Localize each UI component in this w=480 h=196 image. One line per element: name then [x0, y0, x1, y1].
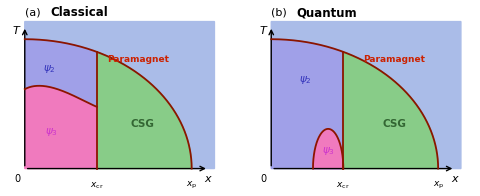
Polygon shape [343, 52, 438, 169]
Polygon shape [97, 52, 192, 169]
Text: 0: 0 [261, 174, 267, 184]
Text: $x$: $x$ [451, 174, 460, 184]
Text: $x_{\rm p}$: $x_{\rm p}$ [186, 180, 197, 191]
Polygon shape [25, 22, 215, 169]
Text: Classical: Classical [50, 6, 108, 19]
Text: $\psi_2$: $\psi_2$ [43, 63, 56, 75]
Text: $\psi_2$: $\psi_2$ [299, 74, 312, 86]
Text: CSG: CSG [131, 119, 154, 130]
Polygon shape [25, 39, 97, 107]
Text: (a): (a) [25, 8, 44, 18]
Text: $\psi_3$: $\psi_3$ [322, 145, 335, 157]
Text: Quantum: Quantum [297, 6, 358, 19]
Text: $x_{\rm p}$: $x_{\rm p}$ [432, 180, 444, 191]
Text: CSG: CSG [383, 119, 407, 130]
Text: $x$: $x$ [204, 174, 213, 184]
Text: (b): (b) [271, 8, 290, 18]
Polygon shape [271, 39, 343, 169]
Text: $x_{\rm cr}$: $x_{\rm cr}$ [336, 180, 350, 191]
Polygon shape [25, 86, 97, 169]
Text: $T$: $T$ [12, 24, 22, 36]
Text: Paramagnet: Paramagnet [108, 55, 169, 64]
Text: $\psi_3$: $\psi_3$ [45, 126, 58, 138]
Text: 0: 0 [14, 174, 20, 184]
Text: $T$: $T$ [259, 24, 268, 36]
Text: Paramagnet: Paramagnet [363, 55, 426, 64]
Polygon shape [271, 22, 461, 169]
Polygon shape [313, 129, 343, 169]
Text: $x_{\rm cr}$: $x_{\rm cr}$ [90, 180, 104, 191]
